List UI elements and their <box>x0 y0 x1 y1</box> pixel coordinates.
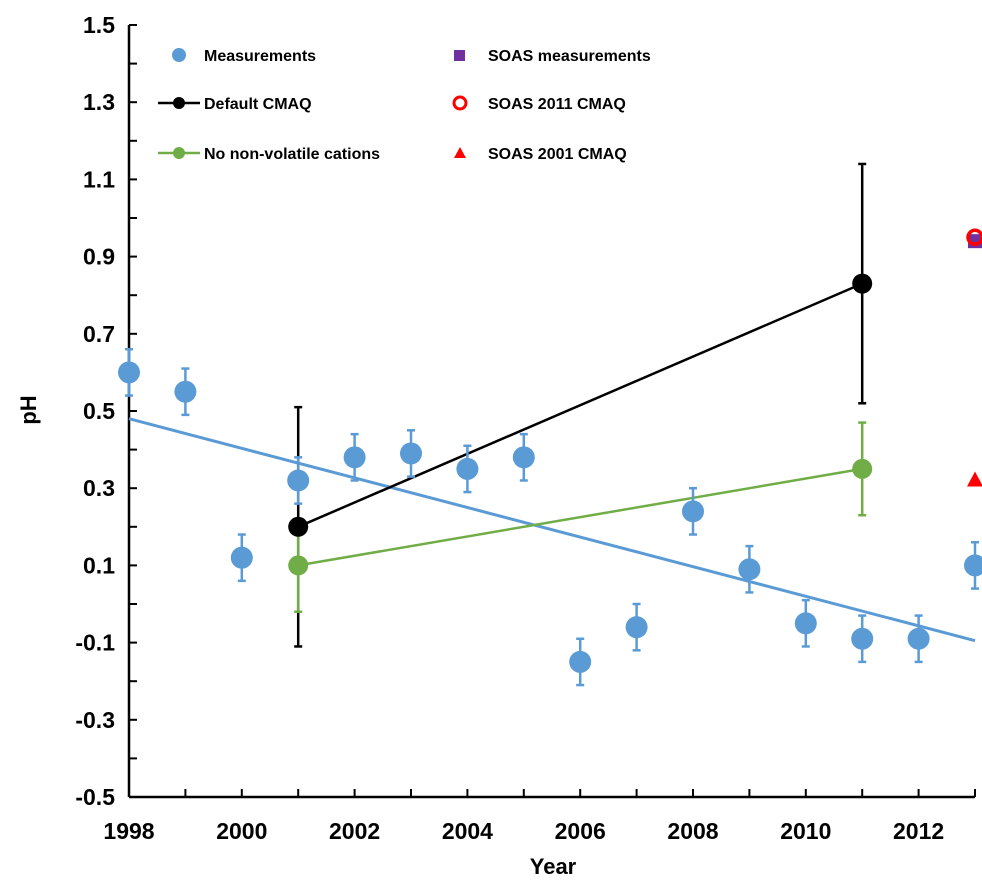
measurements-point <box>287 469 310 492</box>
plot-area <box>118 162 982 687</box>
y-tick-label: -0.1 <box>75 630 115 656</box>
x-tick-label: 1998 <box>103 818 154 844</box>
measurements-trend-line <box>128 417 976 643</box>
y-tick-label: 0.9 <box>83 244 115 270</box>
y-tick-label: 1.5 <box>83 12 115 38</box>
legend-default-cmaq-label: Default CMAQ <box>204 96 312 113</box>
default-cmaq-line <box>297 282 863 528</box>
no-nonvolatile-point <box>288 555 309 576</box>
measurements-point <box>400 442 422 465</box>
measurements-point <box>456 457 479 480</box>
x-tick-label: 2002 <box>329 818 380 844</box>
measurements-point <box>738 558 761 581</box>
legend-no-nonvolatile-label: No non-volatile cations <box>204 146 380 163</box>
measurements-point <box>118 361 140 384</box>
no-nonvolatile-point <box>852 458 873 479</box>
y-tick-label: 0.1 <box>83 552 115 578</box>
no-nonvolatile-line <box>297 467 863 567</box>
y-axis-title: pH <box>16 395 41 424</box>
axes: 1.5 1.3 1.1 0.9 0.7 0.5 0.3 0.1 -0.1 -0.3 -0.5 1998… <box>75 12 976 844</box>
y-tick-label: 0.3 <box>83 475 115 501</box>
x-tick-label: 2012 <box>893 818 944 844</box>
y-tick-label: -0.5 <box>75 784 115 810</box>
default-cmaq-point <box>852 273 873 294</box>
y-tick-label: 1.3 <box>83 89 115 115</box>
measurements-point <box>907 627 930 650</box>
soas-2011-cmaq-point <box>966 228 982 247</box>
measurements-point <box>682 500 704 523</box>
legend: Measurements Default CMAQ No non-volatil… <box>158 48 651 163</box>
x-tick-label: 2010 <box>780 818 831 844</box>
legend-soas-measurements-label: SOAS measurements <box>488 48 651 65</box>
legend-soas-2011-marker <box>452 95 468 111</box>
legend-soas-measurements-marker <box>454 50 465 61</box>
x-tick-label: 2004 <box>442 818 493 844</box>
measurements-point <box>174 380 197 403</box>
measurements-point <box>625 616 648 639</box>
y-tick-label: 1.1 <box>83 166 115 192</box>
measurements-point <box>230 546 253 569</box>
legend-measurements-label: Measurements <box>204 48 316 65</box>
x-tick-label: 2006 <box>555 818 606 844</box>
legend-soas-2001-label: SOAS 2001 CMAQ <box>488 146 627 163</box>
x-axis-title: Year <box>530 854 577 879</box>
measurements-point <box>343 446 366 469</box>
legend-soas-2011-label: SOAS 2011 CMAQ <box>488 96 626 113</box>
x-tick-label: 2000 <box>216 818 267 844</box>
legend-no-nonvolatile-marker <box>173 147 185 159</box>
measurements-point <box>794 612 817 635</box>
measurements-point <box>851 627 874 650</box>
default-cmaq-point <box>288 516 309 537</box>
soas-2001-cmaq-point <box>967 471 982 487</box>
y-tick-label: 0.7 <box>83 321 115 347</box>
x-tick-label: 2008 <box>667 818 718 844</box>
legend-measurements-marker <box>172 48 186 62</box>
y-tick-label: -0.3 <box>75 707 115 733</box>
measurements-point <box>964 554 982 577</box>
y-tick-label: 0.5 <box>83 398 115 424</box>
legend-default-cmaq-marker <box>173 97 185 109</box>
measurements-point <box>512 446 535 469</box>
measurements-point <box>569 650 592 673</box>
legend-soas-2001-marker <box>454 147 466 158</box>
